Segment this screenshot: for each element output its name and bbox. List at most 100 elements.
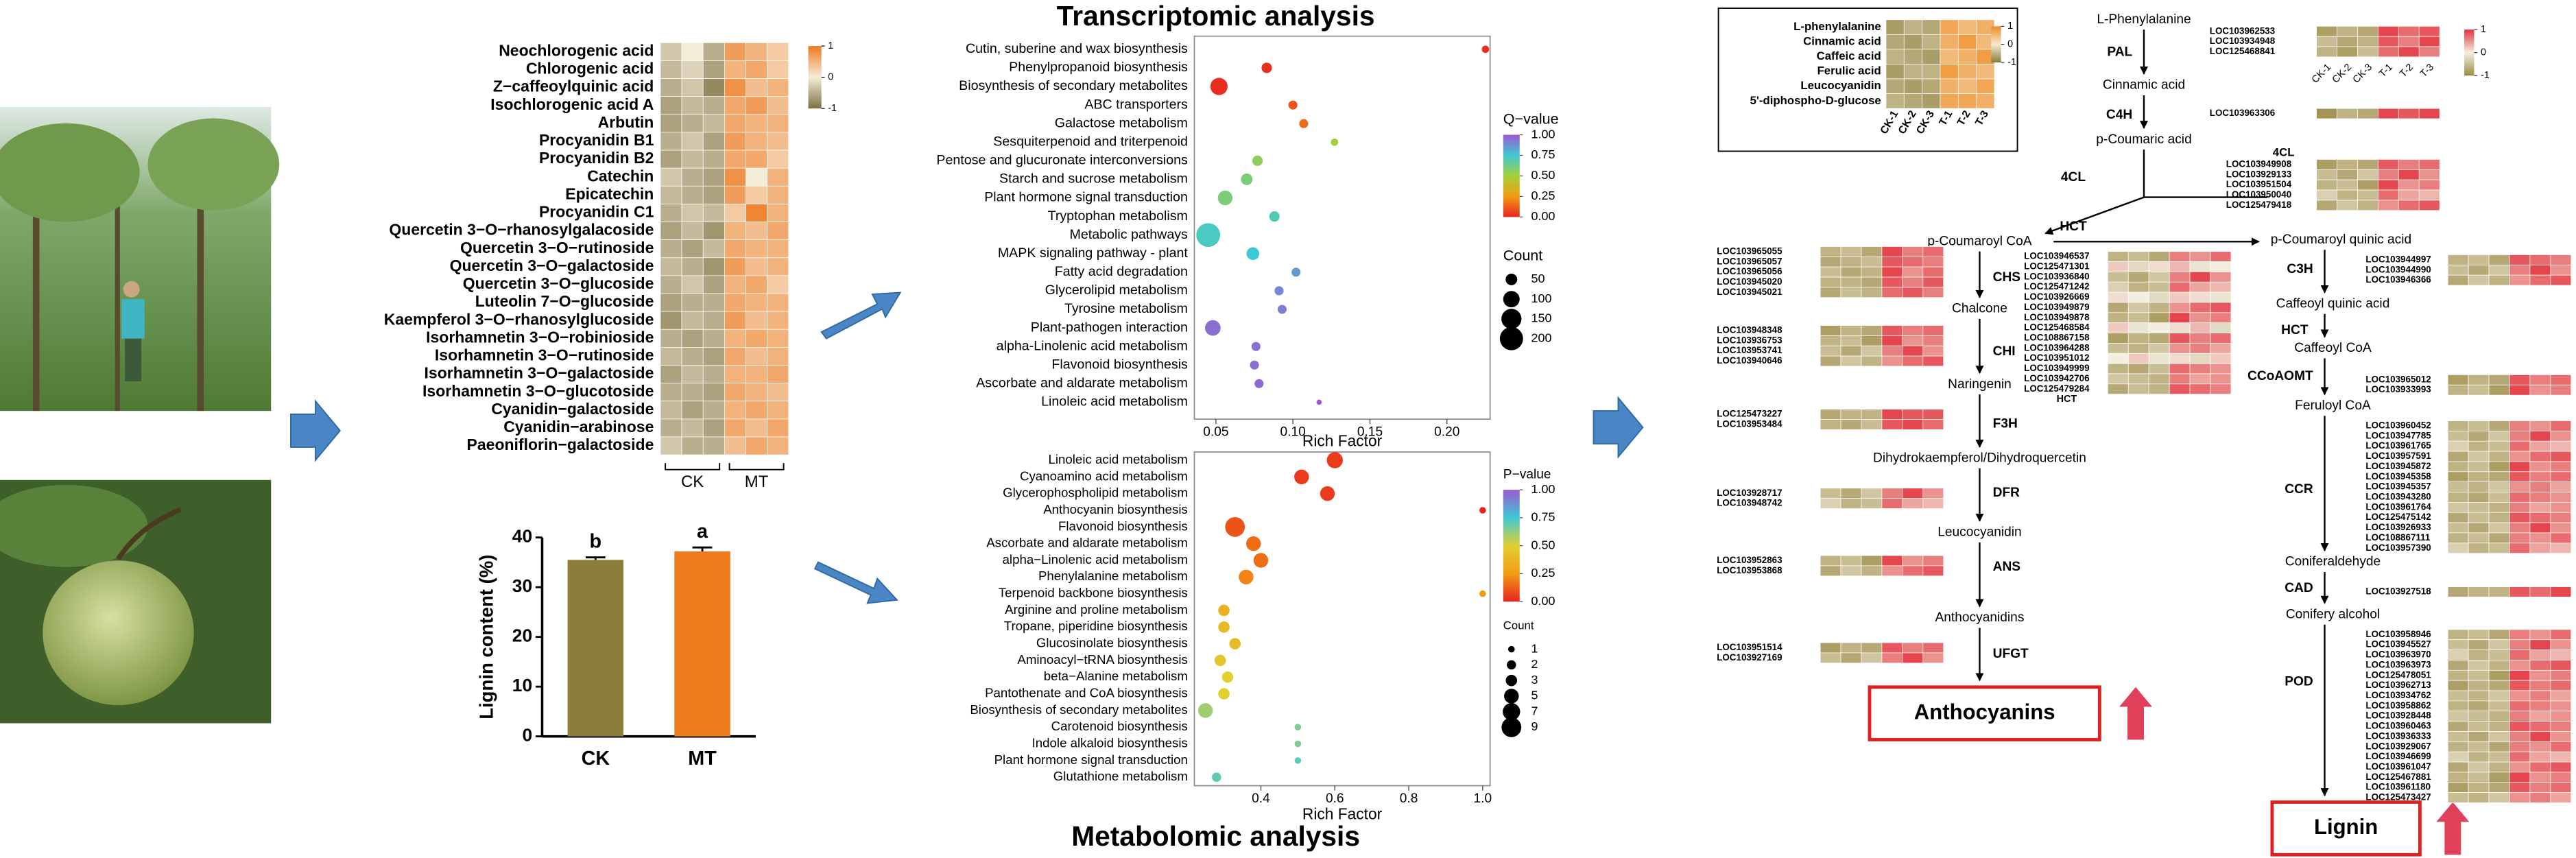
gene-heat-cell bbox=[2529, 731, 2551, 742]
gene-heat-cell bbox=[2148, 363, 2170, 374]
gene-heat-cell bbox=[2488, 420, 2510, 431]
gene-heat-cell bbox=[1881, 256, 1903, 267]
heat-cell bbox=[724, 150, 746, 169]
bubble bbox=[1251, 342, 1261, 351]
gene-heat-cell bbox=[2316, 179, 2337, 191]
gene-heat-cell bbox=[2107, 272, 2129, 283]
gene-heat-cell bbox=[1902, 555, 1924, 567]
gene-heat-cell bbox=[2529, 543, 2551, 554]
category-label: Carotenoid biosynthesis bbox=[1051, 719, 1188, 733]
colorbar-label: -1 bbox=[2481, 70, 2490, 81]
gene-heat-cell bbox=[2357, 200, 2378, 211]
bubble bbox=[1479, 507, 1486, 514]
gene-heat-cell bbox=[2550, 639, 2572, 650]
gene-heat-cell bbox=[2529, 586, 2551, 597]
category-label: Metabolic pathways bbox=[1070, 227, 1188, 242]
gene-id: LOC103950040 bbox=[2226, 189, 2291, 200]
gene-heat-cell bbox=[2529, 522, 2551, 534]
gene-heat-cell bbox=[2447, 772, 2469, 783]
colorbar-label: -1 bbox=[828, 103, 837, 114]
colorbar-label: 1 bbox=[828, 40, 833, 51]
gene-heat-cell bbox=[1820, 409, 1841, 420]
gene-heat-cell bbox=[2357, 108, 2378, 119]
product-box bbox=[1868, 685, 2101, 741]
significance-letter: a bbox=[697, 521, 708, 543]
gene-heat-cell bbox=[2550, 264, 2572, 276]
gene-heat-cell bbox=[2468, 512, 2490, 523]
category-label: Starch and sucrose metabolism bbox=[999, 171, 1188, 187]
inset-cell bbox=[1903, 34, 1922, 50]
heat-cell bbox=[746, 167, 768, 187]
gene-heat-cell bbox=[2447, 700, 2469, 712]
gene-id: LOC103926933 bbox=[2365, 522, 2431, 532]
color-legend-label: 0.75 bbox=[1531, 147, 1555, 161]
gene-heat-cell bbox=[2488, 254, 2510, 265]
bubble bbox=[1217, 190, 1233, 206]
bubble bbox=[1214, 654, 1226, 667]
gene-id: LOC125479418 bbox=[2226, 200, 2292, 210]
gene-heat-cell bbox=[2550, 451, 2572, 462]
gene-heat-cell bbox=[2468, 431, 2490, 442]
gene-heat-cell bbox=[2550, 502, 2572, 513]
heat-cell bbox=[660, 383, 682, 402]
heat-cell bbox=[767, 311, 789, 330]
gene-heat-cell bbox=[2509, 384, 2531, 396]
gene-heat-cell bbox=[2169, 343, 2191, 354]
x-tick-label: 0.15 bbox=[1357, 425, 1383, 439]
gene-id: LOC103928717 bbox=[1717, 488, 1782, 498]
gene-heat-cell bbox=[2509, 792, 2531, 803]
row-label: Procyanidin B1 bbox=[539, 131, 654, 149]
gene-heat-cell bbox=[2447, 512, 2469, 523]
heat-cell bbox=[681, 293, 704, 312]
size-legend-dot bbox=[1507, 660, 1516, 670]
colorbar-label: 0 bbox=[828, 71, 833, 82]
gene-heat-cell bbox=[2468, 502, 2490, 513]
gene-id: LOC103936333 bbox=[2365, 730, 2431, 741]
gene-heat-cell bbox=[1840, 652, 1862, 664]
bubble bbox=[1291, 267, 1301, 277]
bubble bbox=[1210, 78, 1228, 95]
heat-cell bbox=[702, 383, 725, 402]
gene-heat-cell bbox=[2468, 782, 2490, 793]
category-label: Glutathione metabolism bbox=[1053, 769, 1188, 783]
inset-column-label: T-1 bbox=[1937, 108, 1955, 128]
gene-heat-cell bbox=[2210, 363, 2232, 374]
gene-heat-cell bbox=[1922, 498, 1944, 509]
size-legend-dot bbox=[1503, 703, 1520, 721]
inset-cell bbox=[1940, 93, 1959, 109]
gene-heat-cell bbox=[2550, 782, 2572, 793]
gene-heat-cell bbox=[1922, 409, 1944, 420]
heat-cell bbox=[767, 347, 789, 366]
gene-heat-cell bbox=[2550, 274, 2572, 286]
inset-cell bbox=[1885, 19, 1905, 35]
gene-heat-cell bbox=[2550, 532, 2572, 544]
gene-id: LOC103945872 bbox=[2365, 461, 2431, 471]
gene-heat-cell bbox=[2189, 373, 2211, 385]
gene-heat-cell bbox=[2550, 374, 2572, 385]
gene-heat-cell bbox=[1861, 409, 1883, 420]
heat-cell bbox=[724, 42, 746, 61]
gene-heat-cell bbox=[2169, 373, 2191, 385]
plot-frame bbox=[1193, 451, 1491, 787]
gene-heat-cell bbox=[2529, 690, 2551, 702]
heat-cell bbox=[681, 239, 704, 259]
heat-cell bbox=[724, 96, 746, 115]
gene-heat-cell bbox=[2550, 461, 2572, 473]
heat-cell bbox=[724, 239, 746, 259]
gene-heat-cell bbox=[2107, 373, 2129, 385]
x-tick-label: 0.20 bbox=[1434, 425, 1459, 439]
gene-heat-cell bbox=[2468, 492, 2490, 503]
gene-heat-cell bbox=[2509, 761, 2531, 773]
heat-cell bbox=[767, 222, 789, 241]
heat-cell bbox=[702, 418, 725, 438]
gene-id: LOC103961180 bbox=[2365, 782, 2431, 792]
gene-heat-cell bbox=[2357, 179, 2378, 191]
gene-id: LOC103961047 bbox=[2365, 761, 2431, 772]
gene-heat-cell bbox=[2509, 264, 2531, 276]
heat-cell bbox=[746, 132, 768, 151]
gene-heat-cell bbox=[2509, 751, 2531, 763]
gene-heat-cell bbox=[1922, 325, 1944, 336]
gene-heat-cell bbox=[2107, 322, 2129, 333]
heat-cell bbox=[724, 329, 746, 348]
size-legend-dot bbox=[1501, 717, 1522, 737]
